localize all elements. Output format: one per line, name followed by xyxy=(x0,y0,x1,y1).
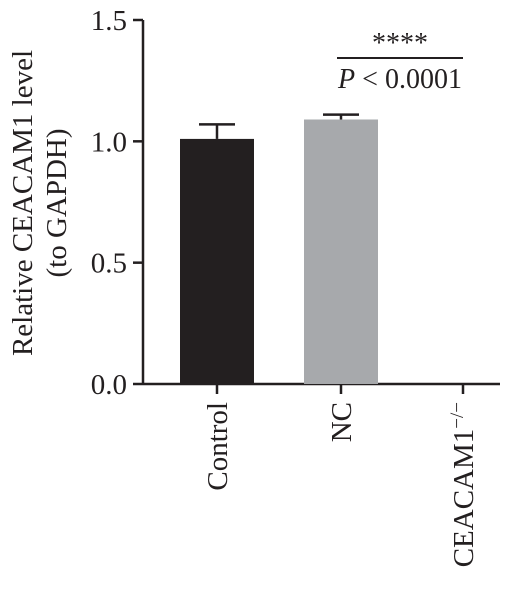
x-tick-label-text: CEACAM1 xyxy=(448,429,480,568)
y-tick-label: 1.0 xyxy=(91,126,127,158)
y-axis-label-line2: (to GAPDH) xyxy=(41,128,73,277)
p-value-text: < 0.0001 xyxy=(355,64,462,95)
p-value-label: P < 0.0001 xyxy=(337,64,462,95)
x-tick-label-text: NC xyxy=(326,402,358,442)
y-axis-label: Relative CEACAM1 level (to GAPDH) xyxy=(7,50,73,356)
bar xyxy=(180,138,254,384)
x-tick-label: NC xyxy=(326,402,358,442)
y-tick-label: 0.5 xyxy=(91,248,127,280)
significance-annotation: **** P < 0.0001 xyxy=(337,28,463,95)
y-axis-label-line1: Relative CEACAM1 level xyxy=(7,50,39,356)
significance-stars: **** xyxy=(372,28,428,59)
y-axis: 0.0 0.5 1.0 1.5 xyxy=(91,5,145,401)
p-value-symbol: P xyxy=(337,64,355,95)
y-tick-label: 0.0 xyxy=(91,369,127,401)
x-tick-label: CEACAM1−/− xyxy=(447,402,481,567)
x-tick-label: Control xyxy=(202,402,234,491)
x-tick-label-superscript: −/− xyxy=(447,402,468,429)
x-tick-label-text: Control xyxy=(202,402,234,491)
x-axis: Control NC CEACAM1−/− xyxy=(143,382,500,567)
bar xyxy=(304,119,378,384)
y-tick-label: 1.5 xyxy=(91,5,127,37)
bars xyxy=(180,113,378,384)
